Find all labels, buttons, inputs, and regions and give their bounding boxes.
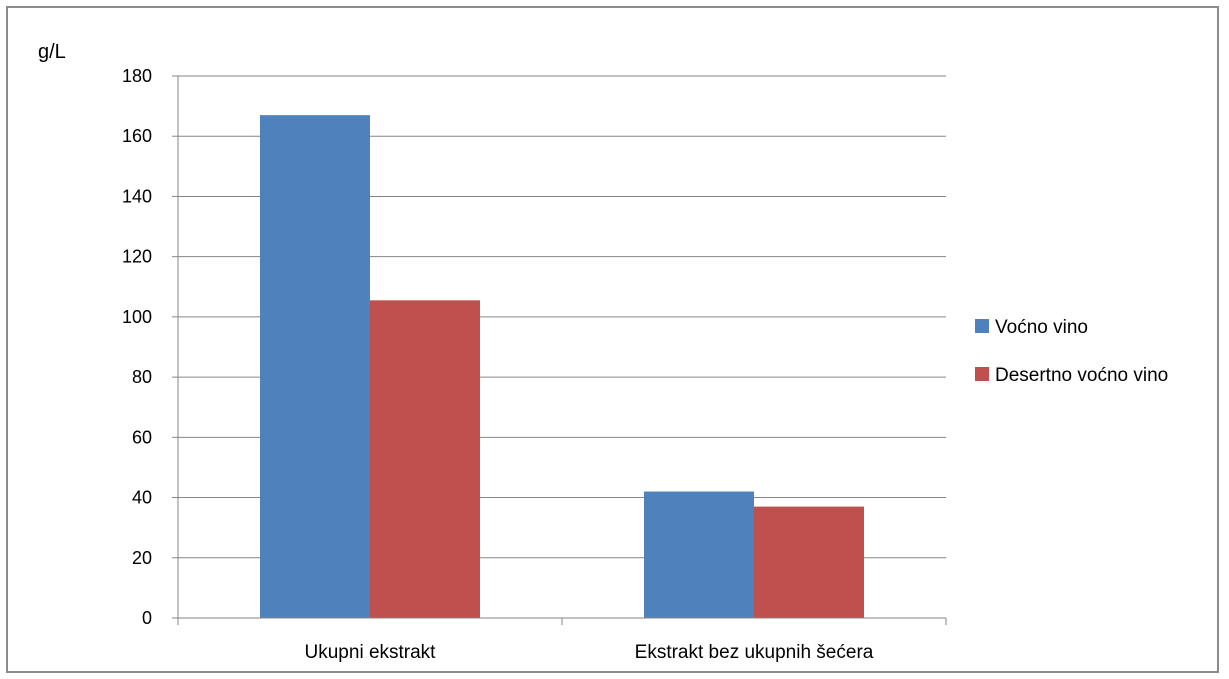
x-category-label: Ekstrakt bez ukupnih šećera xyxy=(635,642,874,663)
chart-frame xyxy=(6,6,1219,673)
legend: Voćno vino Desertno voćno vino xyxy=(975,317,1168,386)
axes xyxy=(177,76,947,625)
x-category-label: Ukupni ekstrakt xyxy=(305,642,437,663)
bar xyxy=(260,115,370,619)
y-tick-label: 140 xyxy=(122,186,152,206)
legend-label: Desertno voćno vino xyxy=(995,365,1168,386)
y-tick-label: 180 xyxy=(122,66,152,86)
y-tick-label: 0 xyxy=(142,608,152,628)
y-tick-label: 120 xyxy=(122,247,152,267)
bars xyxy=(260,115,864,619)
y-tick-label: 40 xyxy=(132,488,152,508)
bar xyxy=(644,491,754,618)
bar xyxy=(370,300,480,618)
y-tick-label: 20 xyxy=(132,548,152,568)
category-labels: Ukupni ekstrakt Ekstrakt bez ukupnih šeće… xyxy=(305,642,874,663)
legend-swatch xyxy=(975,367,989,381)
y-tick-label: 60 xyxy=(132,427,152,447)
y-axis-unit-label: g/L xyxy=(38,41,66,63)
y-tick-label: 100 xyxy=(122,307,152,327)
bar xyxy=(754,506,864,618)
legend-label: Voćno vino xyxy=(995,317,1088,338)
y-tick-labels: 0 20 40 60 80 100 120 140 160 180 xyxy=(122,66,152,628)
legend-swatch xyxy=(975,319,989,333)
y-tick-label: 160 xyxy=(122,126,152,146)
y-tick-label: 80 xyxy=(132,367,152,387)
